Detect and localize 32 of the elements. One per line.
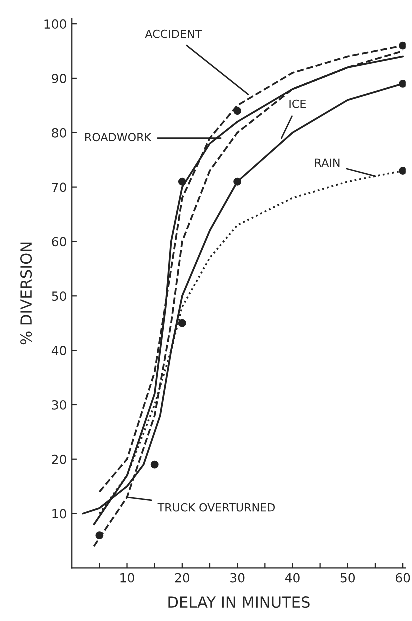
y-tick-label: 50 — [52, 292, 66, 302]
y-axis-title: % DIVERSION — [20, 242, 32, 345]
point — [234, 178, 242, 186]
annotation: ACCIDENT — [145, 30, 202, 38]
point — [399, 167, 406, 175]
y-tick-label: 40 — [52, 346, 66, 356]
point — [399, 42, 406, 50]
point — [96, 532, 104, 540]
y-tick-label: 90 — [52, 74, 66, 84]
y-tick-label: 10 — [52, 509, 66, 519]
x-tick-label: 30 — [230, 573, 245, 583]
point — [178, 178, 186, 186]
x-tick-label: 10 — [120, 573, 134, 583]
point — [399, 80, 406, 88]
point — [178, 319, 186, 328]
y-tick-label: 30 — [52, 400, 66, 410]
point — [150, 460, 159, 469]
x-tick-label: 50 — [340, 573, 356, 583]
y-tick-label: 20 — [52, 454, 66, 464]
x-tick-label: 40 — [285, 573, 300, 583]
point — [234, 107, 242, 116]
y-tick-label: 80 — [52, 128, 66, 138]
annotation: TRUCK OVERTURNED — [158, 503, 275, 512]
y-tick-label: 60 — [52, 237, 66, 247]
x-tick-label: 20 — [175, 573, 190, 583]
annotation: ICE — [290, 100, 306, 108]
x-tick-label: 60 — [396, 573, 410, 583]
x-axis-title: DELAY IN MINUTES — [168, 596, 310, 608]
y-tick-label: 100 — [44, 20, 66, 29]
annotation: ROADWORK — [86, 133, 152, 142]
y-tick-label: 70 — [52, 182, 66, 192]
annotation: RAIN — [315, 158, 340, 167]
